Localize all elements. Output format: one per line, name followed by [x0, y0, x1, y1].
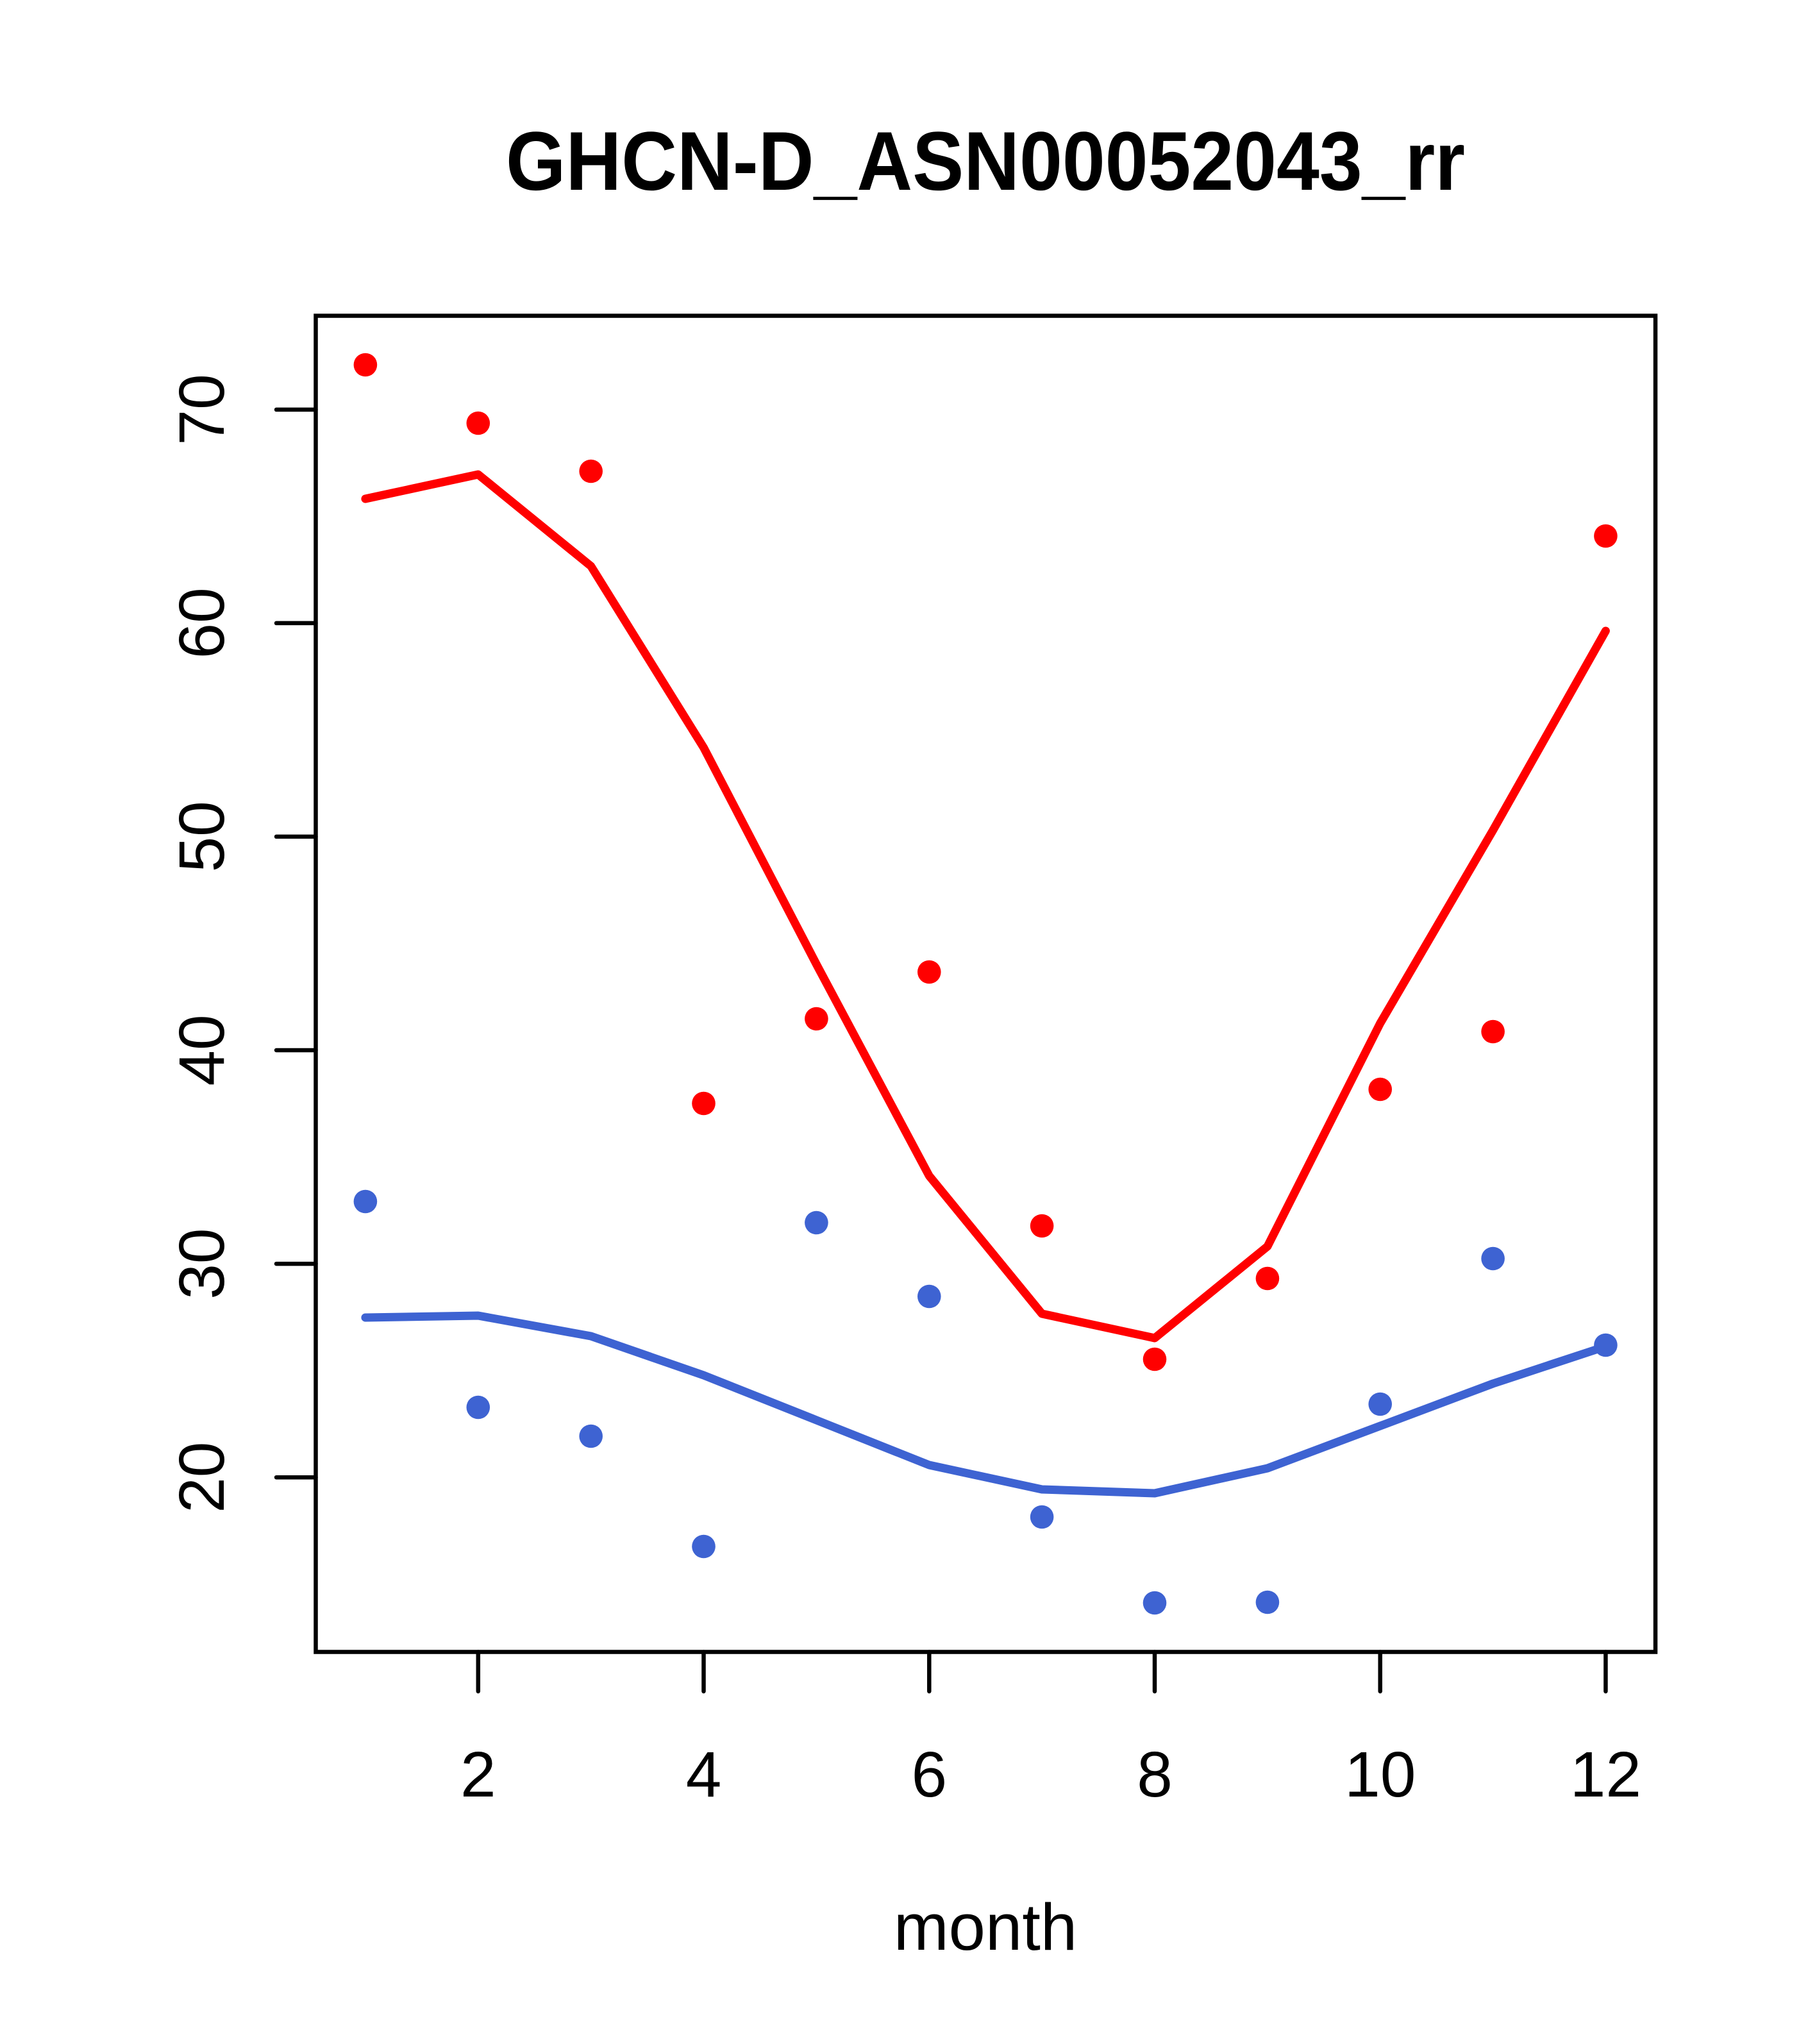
svg-text:30: 30: [166, 1228, 238, 1299]
svg-text:40: 40: [166, 1014, 238, 1085]
svg-text:month: month: [894, 1890, 1077, 1964]
svg-text:12: 12: [1570, 1739, 1641, 1811]
svg-text:4: 4: [686, 1739, 722, 1811]
svg-text:20: 20: [166, 1442, 238, 1513]
svg-text:70: 70: [166, 374, 238, 445]
svg-text:50: 50: [166, 801, 238, 872]
svg-text:GHCN-D_ASN00052043_rr: GHCN-D_ASN00052043_rr: [506, 114, 1465, 208]
svg-text:60: 60: [166, 587, 238, 658]
svg-text:2: 2: [460, 1739, 496, 1811]
svg-text:8: 8: [1137, 1739, 1173, 1811]
svg-text:6: 6: [911, 1739, 947, 1811]
svg-text:10: 10: [1344, 1739, 1416, 1811]
